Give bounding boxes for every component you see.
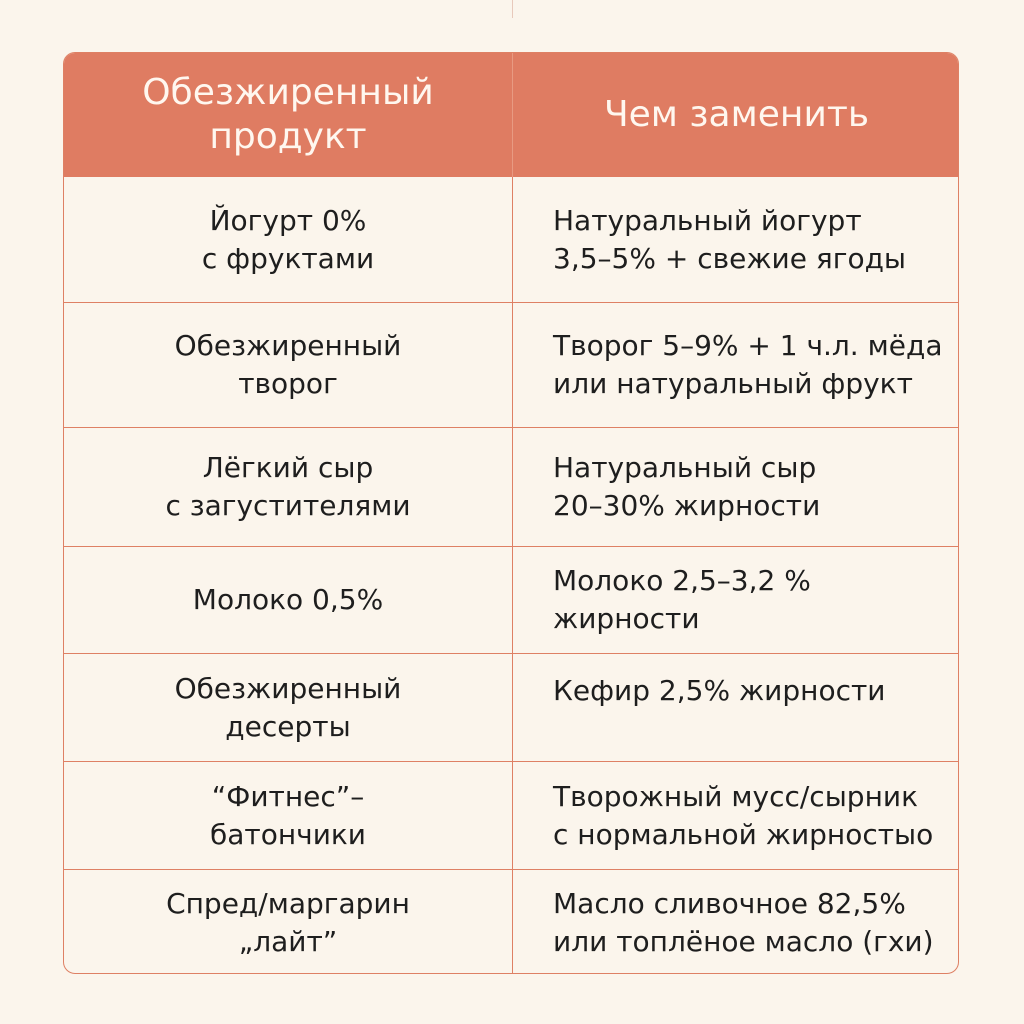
row-4-replacement-line-1: Молоко 2,5–3,2 % [553,564,811,597]
row-7-replacement-line-2: или топлёное масло (гхи) [553,924,934,958]
row-1-replacement: Натуральный йогурт 3,5–5% + свежие ягоды [513,177,958,303]
row-2-product-line-1: Обезжиренный [174,329,402,362]
row-6-replacement-line-2: с нормальной жирностыо [553,817,934,851]
row-3-product-line-1: Лёгкий сыр [202,451,374,484]
row-3-product-line-2: с загустителями [165,489,411,522]
row-1-replacement-line-2: 3,5–5% + свежие ягоды [553,241,907,275]
row-2-product-line-2: творог [238,367,338,400]
row-7-replacement-line-1: Масло сливочное 82,5% [553,886,906,920]
row-1-product-line-2: с фруктами [201,241,375,275]
row-6-product-line-1: “Фитнес”– [211,779,365,813]
row-6-product-line-2: батончики [209,817,367,851]
row-3-replacement-line-1: Натуральный сыр [553,451,817,484]
row-5-replacement: Кефир 2,5% жирности [513,654,958,762]
row-5-product: Обезжиренный десерты [64,654,513,762]
row-7-product: Спред/маргарин „лайт” [64,870,513,973]
row-4-product-line-1: Молоко 0,5% [192,583,384,616]
row-5-product-line-2: десерты [225,709,351,743]
row-4-replacement: Молоко 2,5–3,2 % жирности [513,547,958,654]
row-1-product-line-1: Йогурт 0% [209,203,367,237]
row-6-replacement-line-1: Творожный мусс/сырник [553,779,918,813]
row-6-replacement: Творожный мусс/сырник с нормальной жирно… [513,762,958,870]
row-7-product-line-1: Спред/маргарин [166,886,410,920]
replacement-table: Обезжиренный продукт Чем заменить Йогурт… [63,52,959,974]
row-3-product: Лёгкий сыр с загустителями [64,428,513,547]
header-product: Обезжиренный продукт [64,53,513,177]
row-4-product: Молоко 0,5% [64,547,513,654]
header-product-line-2: продукт [209,116,367,157]
header-replacement-line-1: Чем заменить [603,94,870,135]
top-divider-line [512,0,513,18]
row-5-product-line-1: Обезжиренный [174,671,402,705]
row-1-product: Йогурт 0% с фруктами [64,177,513,303]
row-2-replacement-line-1: Творог 5–9% + 1 ч.л. мёда [553,329,943,362]
row-7-product-line-2: „лайт” [238,924,338,958]
row-2-product: Обезжиренный творог [64,303,513,428]
header-product-line-1: Обезжиренный [142,72,434,113]
row-1-replacement-line-1: Натуральный йогурт [553,203,862,237]
header-replacement: Чем заменить [513,53,958,177]
row-4-replacement-line-2: жирности [553,602,700,635]
row-7-replacement: Масло сливочное 82,5% или топлёное масло… [513,870,958,973]
row-3-replacement-line-2: 20–30% жирности [553,489,821,522]
row-2-replacement-line-2: или натуральный фрукт [553,367,913,400]
row-2-replacement: Творог 5–9% + 1 ч.л. мёда или натуральны… [513,303,958,428]
row-5-replacement-line-1: Кефир 2,5% жирности [553,674,886,707]
row-3-replacement: Натуральный сыр 20–30% жирности [513,428,958,547]
row-6-product: “Фитнес”– батончики [64,762,513,870]
